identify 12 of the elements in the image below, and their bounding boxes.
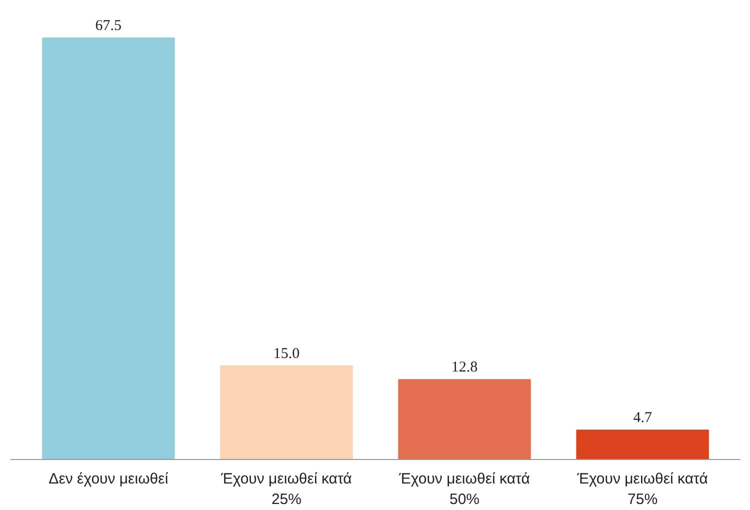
data-label: 15.0 (273, 346, 300, 362)
x-tick-label: Έχουν μειωθεί κατά 25% (220, 470, 352, 508)
x-tick-label: Έχουν μειωθεί κατά 75% (576, 470, 708, 508)
data-label: 12.8 (451, 360, 478, 376)
bar (576, 430, 709, 460)
data-label: 67.5 (95, 18, 122, 34)
bar (398, 379, 531, 460)
x-tick-label: Δεν έχουν μειωθεί (48, 470, 169, 488)
x-tick-label: Έχουν μειωθεί κατά 50% (398, 470, 530, 508)
bar (42, 38, 175, 460)
data-label: 4.7 (633, 410, 652, 426)
bar (220, 365, 353, 460)
